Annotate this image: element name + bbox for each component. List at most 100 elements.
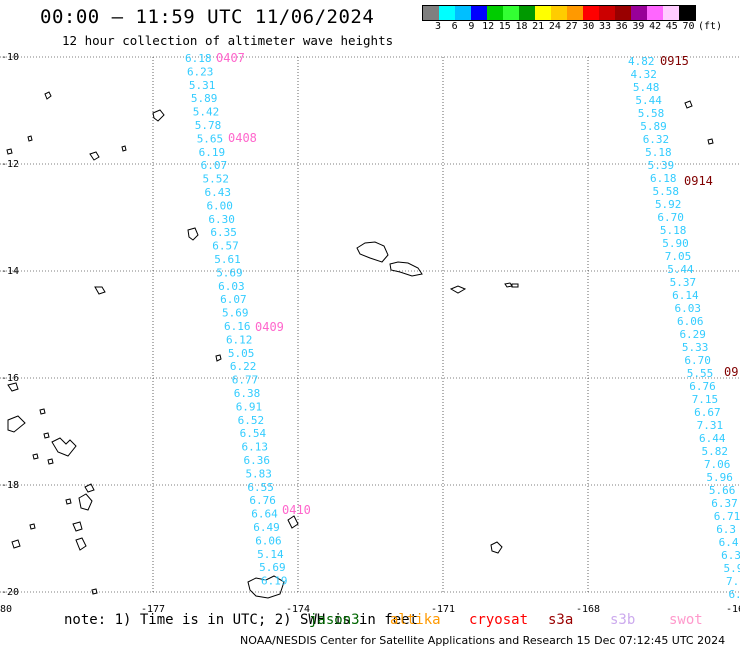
color-scale-label: 6 [451,21,458,32]
wave-height-value: 5.58 [653,185,680,198]
wave-height-value: 6.19 [199,146,226,159]
island-small [707,138,714,145]
wave-height-value: 6.91 [236,400,263,413]
wave-height-value: 6.37 [711,497,738,510]
note-text: note: 1) Time is in UTC; 2) SWH is in fe… [64,612,419,628]
island-small [511,283,519,288]
altimeter-track-b: 4.824.325.485.445.585.896.325.185.396.18… [628,54,740,601]
island-small [43,432,50,439]
wave-height-value: 6.13 [242,441,268,454]
wave-height-value: 6.71 [714,510,740,523]
wave-height-value: 5.82 [702,445,729,458]
wave-height-value: 5.44 [635,94,662,107]
island-small [51,437,77,457]
wave-height-value: 6.76 [689,380,716,393]
island-small [6,148,13,155]
wave-height-value: 5.18 [645,146,672,159]
color-scale-label: 9 [468,21,475,32]
island-upolu [356,241,389,263]
lon-tick-label: -168 [576,604,600,615]
color-scale-label: 45 [665,21,678,32]
wave-height-value: 6.07 [220,293,247,306]
wave-height-value: 6.29 [679,328,706,341]
island-small [247,575,285,599]
color-scale-label: 30 [582,21,595,32]
wave-height-value: 6.22 [230,360,257,373]
color-scale-label: 33 [598,21,612,32]
island-small [32,453,39,460]
wave-height-value: 6.06 [677,315,704,328]
wave-height-value: 7.05 [665,250,692,263]
color-scale-cell [503,6,519,20]
island-small [11,539,21,549]
color-scale-cell [423,6,439,20]
color-scale-cell [631,6,647,20]
color-scale-label: 70 [682,21,695,32]
wave-height-value: 6. [728,588,740,601]
island-small [490,541,503,554]
wave-height-value: 7.15 [692,393,719,406]
color-scale-label: 12 [482,21,495,32]
wave-height-value: 5.52 [203,173,230,186]
wave-height-value: 6.3 [716,523,736,536]
color-scale-cell [647,6,663,20]
wave-height-value: 6.12 [226,333,253,346]
color-scale-cell [679,6,695,20]
lat-tick-label: -16 [1,373,19,384]
wave-height-value: 5.55 [687,367,714,380]
wave-height-value: 5.90 [662,237,689,250]
color-scale-label: 3 [434,21,442,32]
island-savaii [389,261,423,277]
wave-height-value: 7.06 [704,458,731,471]
color-scale-cell [455,6,471,20]
color-scale-label: 15 [498,21,511,32]
island-small [84,483,95,493]
island-small [91,588,98,595]
wave-height-value: 6.07 [201,159,228,172]
wave-height-value: 6.14 [672,289,699,302]
wave-height-value: 5.83 [245,467,272,480]
wave-height-value: 5.14 [257,548,284,561]
color-scale-label: 36 [615,21,628,32]
color-scale-cell [583,6,599,20]
wave-height-value: 7. [726,575,739,588]
satellite-legend-item: swot [669,612,703,628]
wave-height-value: 5.92 [655,198,682,211]
wave-height-value: 5.89 [191,92,218,105]
wave-height-value: 5.05 [228,347,255,360]
wave-height-value: 4.32 [630,68,657,81]
island-small [75,537,87,551]
wave-height-value: 5.9 [724,562,740,575]
wave-height-value: 6.18 [185,52,212,65]
wave-height-value: 6.30 [208,213,235,226]
wave-height-value: 6.00 [206,199,233,212]
wave-height-value: 6.55 [247,481,274,494]
color-scale-label: 42 [649,21,662,32]
wave-height-value: 6.52 [238,414,265,427]
island-small [39,408,46,415]
lon-tick-label: -180 [0,604,12,615]
island-small [504,282,513,288]
wave-height-value: 5.61 [214,253,241,266]
color-scale-label: 18 [515,21,528,32]
island-small [152,109,165,122]
time-label: 0408 [228,131,257,145]
wave-height-value: 6.49 [253,521,280,534]
color-scale-cell [487,6,503,20]
island-small [449,285,467,294]
wave-height-value: 5.33 [682,341,709,354]
altimeter-track-a: 6.186.235.315.895.425.785.656.196.075.52… [185,51,311,588]
color-scale-cell [663,6,679,20]
island-small [7,415,26,433]
color-scale-label: 27 [565,21,578,32]
satellite-legend-item: cryosat [469,612,529,628]
satellite-legend-item: altika [390,612,441,628]
time-label: 0410 [282,503,311,517]
wave-height-value: 6.36 [244,454,271,467]
satellite-legend-item: s3b [610,612,636,628]
wave-height-value: 6.70 [684,354,711,367]
wave-height-value: 4.82 [628,55,655,68]
time-label: 0915 [660,54,689,68]
wave-height-value: 6.3 [721,549,740,562]
